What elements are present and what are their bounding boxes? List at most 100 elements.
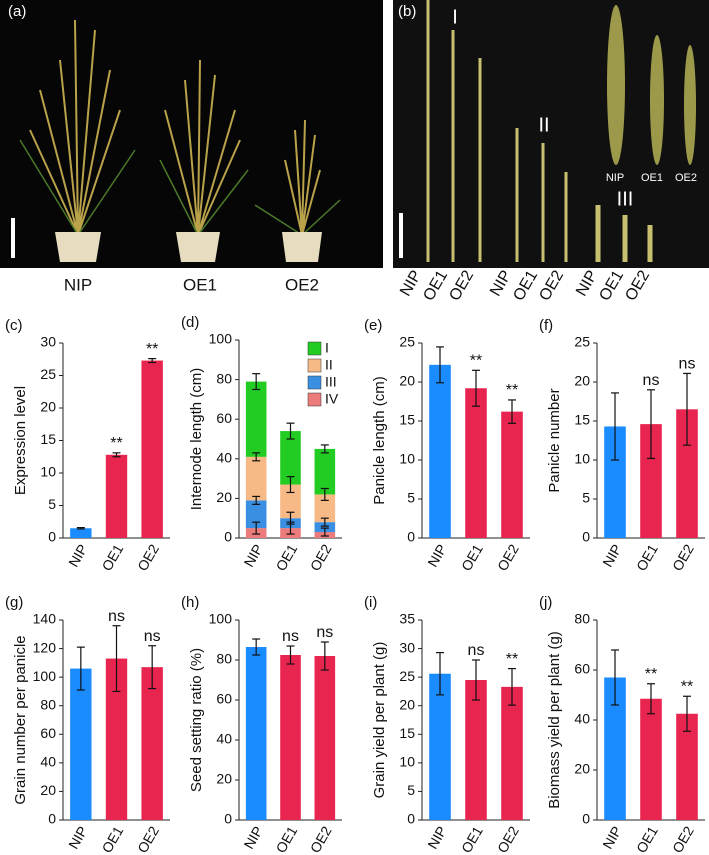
bar — [105, 454, 128, 538]
panicle-label: NIP — [606, 172, 624, 184]
x-tick-label: OE2 — [307, 823, 335, 855]
significance-label: ** — [470, 353, 482, 370]
y-tick-label: 0 — [224, 811, 232, 827]
y-tick-label: 140 — [33, 611, 57, 627]
y-tick-label: 80 — [216, 651, 232, 667]
y-tick-label: 30 — [399, 639, 415, 655]
y-tick-label: 30 — [40, 334, 56, 350]
bar — [676, 409, 698, 538]
photo-label: NIP — [64, 275, 92, 294]
y-tick-label: 20 — [216, 489, 232, 505]
significance-label: ns — [108, 608, 125, 625]
significance-label: ns — [643, 372, 660, 389]
panel-label: (f) — [539, 317, 553, 334]
x-tick-label: OE2 — [494, 541, 522, 573]
y-tick-label: 0 — [407, 811, 415, 827]
x-tick-label: OE2 — [669, 541, 697, 573]
bar — [501, 686, 523, 820]
y-tick-label: 25 — [574, 334, 590, 350]
bar — [105, 658, 128, 820]
y-axis-label: Biomass yield per plant (g) — [546, 631, 563, 809]
significance-label: ns — [144, 628, 161, 645]
y-axis-label: Grain yield per plant (g) — [371, 642, 388, 799]
y-tick-label: 80 — [216, 370, 232, 386]
internode-label: II — [538, 114, 549, 136]
bar — [245, 647, 267, 820]
significance-label: ** — [110, 435, 122, 452]
photo-label: OE1 — [510, 268, 541, 304]
y-tick-label: 0 — [48, 811, 56, 827]
bar-segment — [280, 484, 301, 519]
y-tick-label: 5 — [407, 782, 415, 798]
y-tick-label: 60 — [216, 410, 232, 426]
legend-swatch — [307, 358, 322, 373]
x-tick-label: OE1 — [458, 541, 486, 573]
legend-label: II — [325, 357, 333, 373]
panel-label: (d) — [181, 314, 199, 331]
x-tick-label: NIP — [65, 823, 91, 851]
bar — [640, 698, 662, 820]
significance-label: ** — [146, 341, 158, 358]
significance-label: ** — [645, 666, 657, 683]
x-tick-label: OE1 — [98, 541, 126, 573]
x-tick-label: OE2 — [134, 823, 162, 855]
bar-segment — [245, 500, 267, 529]
bar — [501, 411, 523, 538]
y-tick-label: 5 — [48, 496, 56, 512]
bar-segment — [314, 494, 336, 523]
y-tick-label: 60 — [216, 691, 232, 707]
y-tick-label: 40 — [216, 450, 232, 466]
bar-segment — [314, 448, 336, 495]
y-tick-label: 15 — [399, 412, 415, 428]
x-tick-label: NIP — [65, 541, 91, 569]
bar — [429, 364, 451, 538]
panel-label: (i) — [364, 594, 377, 611]
photo-label: OE2 — [622, 268, 653, 304]
x-tick-label: NIP — [240, 823, 266, 851]
y-tick-label: 60 — [574, 661, 590, 677]
photo-label: OE2 — [285, 275, 319, 294]
x-tick-label: OE2 — [494, 823, 522, 855]
x-tick-label: NIP — [240, 541, 266, 569]
legend-swatch — [307, 341, 322, 356]
y-tick-label: 0 — [224, 529, 232, 545]
y-tick-label: 15 — [40, 431, 56, 447]
y-tick-label: 20 — [399, 696, 415, 712]
photo-a: (a) — [0, 0, 383, 268]
y-tick-label: 20 — [574, 761, 590, 777]
significance-label: ns — [282, 628, 299, 645]
bar — [141, 360, 163, 538]
x-tick-label: OE1 — [633, 541, 661, 573]
x-tick-label: OE1 — [272, 823, 300, 855]
y-tick-label: 40 — [216, 731, 232, 747]
panicle-label: OE2 — [675, 172, 697, 184]
y-tick-label: 40 — [574, 711, 590, 727]
y-tick-label: 60 — [40, 725, 56, 741]
legend-label: III — [325, 374, 337, 390]
photo-label: OE2 — [536, 268, 567, 304]
panel-label: (h) — [181, 594, 199, 611]
y-tick-label: 15 — [574, 412, 590, 428]
panel-label: (j) — [539, 594, 552, 611]
bar-segment — [245, 456, 267, 501]
bar — [280, 655, 301, 820]
y-tick-label: 25 — [399, 668, 415, 684]
bar — [604, 426, 626, 538]
significance-label: ** — [506, 382, 518, 399]
y-tick-label: 35 — [399, 611, 415, 627]
bar-segment — [280, 431, 301, 485]
bar — [640, 424, 662, 538]
y-axis-label: Panicle length (cm) — [371, 376, 388, 504]
y-tick-label: 5 — [582, 490, 590, 506]
legend-swatch — [307, 375, 322, 390]
bar — [141, 667, 163, 820]
x-tick-label: OE2 — [307, 541, 335, 573]
y-tick-label: 120 — [33, 639, 57, 655]
significance-label: ns — [468, 642, 485, 659]
panicle-label: OE1 — [641, 172, 663, 184]
x-tick-label: OE1 — [458, 823, 486, 855]
y-tick-label: 15 — [399, 725, 415, 741]
y-tick-label: 80 — [40, 696, 56, 712]
photo-label: OE1 — [596, 268, 627, 304]
y-tick-label: 20 — [399, 373, 415, 389]
